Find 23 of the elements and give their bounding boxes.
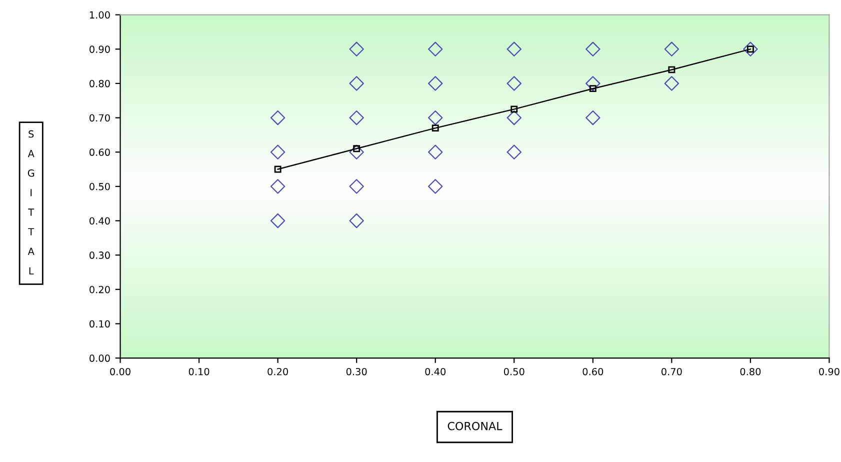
x-tick-label: 0.10 [188,368,210,376]
x-tick-label: 0.50 [504,368,524,376]
y-tick-label: 0.20 [90,286,110,294]
x-tick-label: 0.20 [268,368,288,376]
y-tick-label: 0.10 [90,320,110,328]
text: SAGITTAL [28,130,34,274]
y-tick-label: 0.40 [90,217,110,225]
x-tick-label: 0.90 [819,368,840,376]
x-axis-title: CORONAL [448,422,502,430]
y-tick-label: 0.30 [90,252,110,259]
y-tick-label: 0.90 [90,46,110,53]
x-tick-label: 0.30 [346,368,367,376]
x-tick-label: 0.40 [425,368,446,376]
y-tick-label: 0.50 [90,182,110,190]
x-tick-label: 0.60 [582,368,604,376]
x-tick-label: 0.70 [661,368,682,376]
y-tick-label: 0.80 [90,80,110,88]
y-tick-label: 0.60 [90,148,110,156]
y-tick-label: 0.70 [90,114,110,122]
x-tick-label: 0.80 [740,368,761,376]
y-tick-label: 0.00 [90,354,110,362]
y-tick-label: 1.00 [90,11,110,19]
x-tick-label: 0.00 [110,368,130,376]
